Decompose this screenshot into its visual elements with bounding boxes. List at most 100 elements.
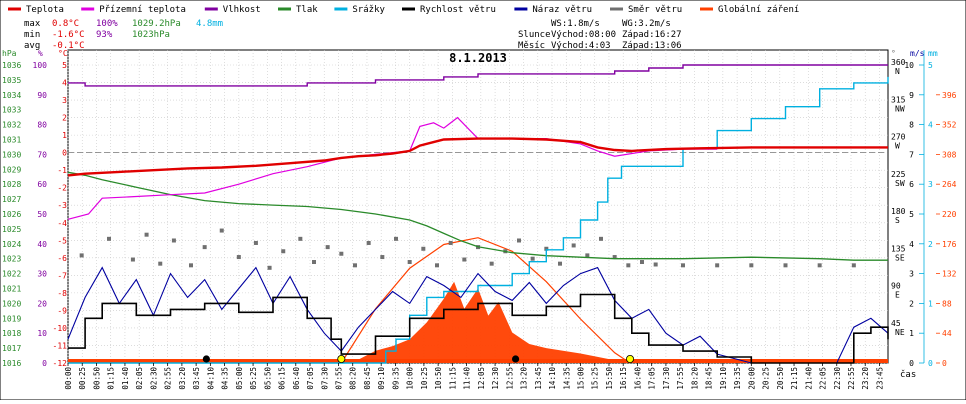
info-moon-label: Měsíc [518, 41, 545, 51]
x-tick-label: 10:50 [434, 367, 443, 390]
sunrise-marker [337, 354, 346, 363]
wind-tick-label: 1 [909, 329, 914, 338]
hpa-tick-label: 1036 [2, 61, 21, 70]
info-sun-set: Západ:16:27 [622, 30, 682, 40]
direction-tick-label: 315 [891, 95, 906, 104]
radiation-tick-label: 308 [942, 150, 957, 159]
x-tick-label: 19:10 [719, 367, 728, 390]
wind-direction-point [189, 263, 193, 268]
stats-block: max 0.8°C 100% 1029.2hPa 4.8mm min -1.6°… [24, 19, 223, 51]
celsius-tick-label: -6 [57, 254, 67, 263]
events-layer [202, 354, 635, 363]
rain-axis-unit: mm [928, 49, 938, 58]
wind-direction-point [107, 236, 111, 241]
temperature-line [67, 137, 888, 177]
direction-tick-label: 180 [891, 207, 906, 216]
radiation-tick-label: 176 [942, 240, 957, 249]
x-tick-label: 09:35 [391, 367, 400, 390]
wind-tick-label: 7 [909, 150, 914, 159]
radiation-measured-area [341, 281, 631, 363]
x-tick-label: 06:40 [292, 367, 301, 390]
celsius-tick-label: 3 [62, 96, 67, 105]
x-tick-label: 12:30 [491, 367, 500, 390]
humidity-line [68, 64, 888, 87]
percent-tick-label: 90 [37, 91, 47, 100]
x-tick-label: 11:15 [448, 367, 457, 390]
direction-compass-label: W [895, 142, 900, 151]
x-tick-label: 07:30 [320, 367, 329, 390]
wind-direction-point [339, 251, 344, 256]
stats-max-hum: 100% [96, 19, 118, 29]
wind-direction-point [462, 257, 467, 262]
wind-direction-point [612, 255, 617, 260]
wind-direction-point [325, 245, 330, 250]
stats-avg-label: avg [24, 41, 40, 51]
x-tick-label: 17:30 [662, 367, 671, 390]
direction-compass-label: NW [895, 104, 905, 113]
wind-direction-point [312, 260, 316, 265]
wind-direction-point [202, 245, 207, 250]
x-tick-label: 23:20 [861, 367, 870, 390]
series-layer [67, 64, 889, 364]
celsius-tick-label: -3 [57, 201, 67, 210]
celsius-tick-label: 0 [62, 149, 67, 158]
info-moon-set: Západ:13:06 [622, 41, 682, 51]
wind-tick-label: 4 [909, 240, 914, 249]
wind-gust-line [67, 266, 889, 364]
wind-direction-point [79, 253, 84, 258]
wind-direction-point [130, 257, 135, 262]
x-tick-label: 14:35 [562, 367, 571, 390]
x-tick-label: 20:50 [776, 367, 785, 390]
x-tick-label: 06:15 [278, 367, 287, 390]
moonrise-marker [202, 355, 210, 363]
wind-direction-point [421, 246, 426, 251]
celsius-tick-label: -9 [57, 306, 67, 315]
x-tick-label: 16:40 [633, 367, 642, 390]
wind-direction-point [530, 256, 535, 261]
radiation-tick-label: 0 [942, 359, 947, 368]
celsius-tick-label: -8 [57, 289, 67, 298]
rain-line [68, 76, 889, 364]
wind-tick-label: 0 [909, 359, 914, 368]
wind-direction-point [267, 265, 272, 270]
hpa-tick-label: 1026 [2, 210, 21, 219]
wind-axis-unit: m/s [910, 49, 925, 58]
wind-direction-point [599, 236, 603, 241]
wind-tick-label: 5 [909, 210, 914, 219]
wind-direction-point [653, 262, 658, 267]
wind-direction-point [435, 263, 439, 268]
wind-direction-point [448, 240, 453, 245]
hpa-tick-label: 1018 [2, 329, 21, 338]
wind-tick-label: 8 [909, 121, 914, 130]
hpa-tick-label: 1023 [2, 255, 21, 264]
legend-label: Teplota [26, 5, 64, 15]
rain-tick-label: 1 [928, 299, 933, 308]
wind-direction-point [749, 263, 754, 268]
direction-tick-label: 270 [891, 133, 906, 142]
direction-compass-label: SW [895, 179, 905, 188]
hpa-tick-label: 1030 [2, 150, 21, 159]
x-tick-label: 12:55 [505, 367, 514, 390]
wind-direction-point [407, 260, 412, 265]
rain-tick-label: 5 [928, 61, 933, 70]
hpa-tick-label: 1027 [2, 195, 21, 204]
x-tick-label: 05:50 [263, 367, 272, 390]
direction-compass-label: N [895, 67, 900, 76]
stats-max-label: max [24, 19, 41, 29]
chart-title: 8.1.2013 [449, 51, 507, 65]
rain-tick-label: 4 [928, 121, 933, 130]
x-tick-label: 00:25 [78, 367, 87, 390]
x-axis-label: čas [900, 369, 916, 380]
x-tick-label: 18:20 [690, 367, 699, 390]
x-tick-label: 23:45 [875, 367, 884, 390]
direction-compass-label: NE [895, 328, 905, 337]
direction-compass-label: S [895, 216, 900, 225]
direction-tick-label: 45 [891, 319, 901, 328]
wind-direction-point [144, 232, 149, 237]
wind-direction-point [640, 260, 644, 265]
ground-temperature-line [67, 116, 718, 220]
hpa-tick-label: 1020 [2, 299, 21, 308]
rain-tick-label: 3 [928, 180, 933, 189]
wind-direction-point [281, 249, 286, 254]
